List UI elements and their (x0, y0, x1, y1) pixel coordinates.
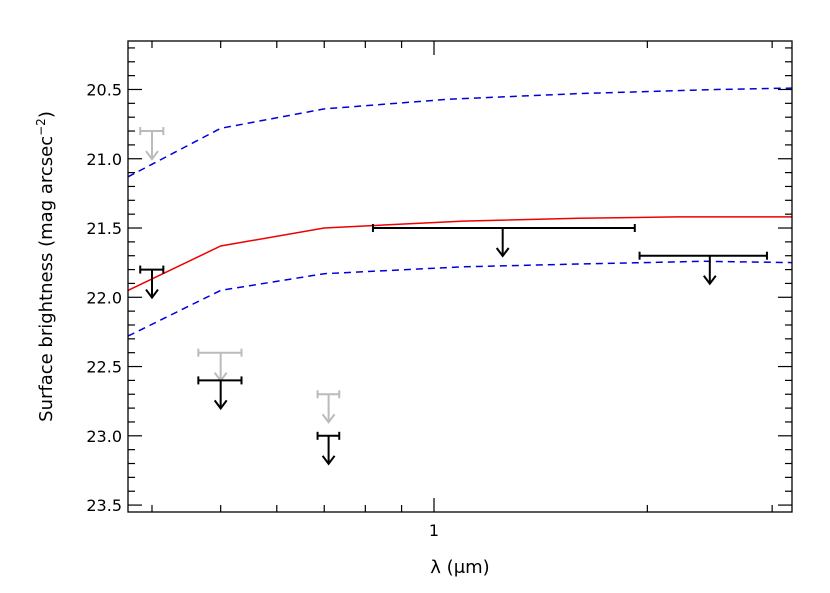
upper-limit-arrow-head (145, 288, 159, 300)
x-axis-title: λ (μm) (430, 557, 489, 578)
y-tick-label: 20.5 (86, 80, 122, 99)
y-tick-label: 22.0 (86, 288, 122, 307)
upper-limit-3 (197, 376, 243, 411)
upper-limit-4 (316, 390, 341, 424)
y-axis-title: Surface brightness (mag arcsec−2) (34, 111, 57, 422)
upper-limit-arrow-head (321, 455, 336, 466)
y-tick-label: 21.0 (86, 150, 122, 169)
upper-limit-arrow-head (145, 150, 159, 161)
dashed-curve-0 (127, 87, 793, 178)
ticks-layer (128, 41, 792, 512)
x-tick-labels: 1 (429, 521, 439, 540)
upper-limit-2 (197, 348, 243, 383)
upper-limit-arrow-head (703, 275, 717, 286)
upper-limits-layer (139, 127, 768, 466)
upper-limit-1 (139, 265, 165, 300)
y-tick-label: 23.5 (86, 496, 122, 515)
y-tick-label: 21.5 (86, 219, 122, 238)
upper-limit-arrow-head (495, 247, 510, 258)
y-tick-labels: 20.5 21.0 21.5 22.0 22.5 23.0 23.5 (86, 80, 122, 515)
y-axis-title-close: ) (36, 111, 57, 118)
solid-curve-1 (127, 216, 792, 292)
y-tick-label: 22.5 (86, 358, 122, 377)
series-layer (127, 87, 793, 337)
y-tick-label: 23.0 (86, 427, 122, 446)
y-axis-title-main: Surface brightness (mag arcsec (36, 136, 57, 422)
dashed-curve-2 (127, 260, 793, 337)
plot-frame (127, 40, 793, 513)
upper-limit-arrow-head (321, 413, 336, 424)
x-tick-label: 1 (429, 521, 439, 540)
upper-limit-arrow-head (213, 399, 228, 411)
y-axis-title-exponent: −2 (34, 118, 48, 136)
upper-limit-5 (316, 431, 341, 466)
upper-limit-7 (638, 251, 768, 286)
upper-limit-0 (139, 127, 165, 161)
upper-limit-6 (371, 224, 636, 258)
